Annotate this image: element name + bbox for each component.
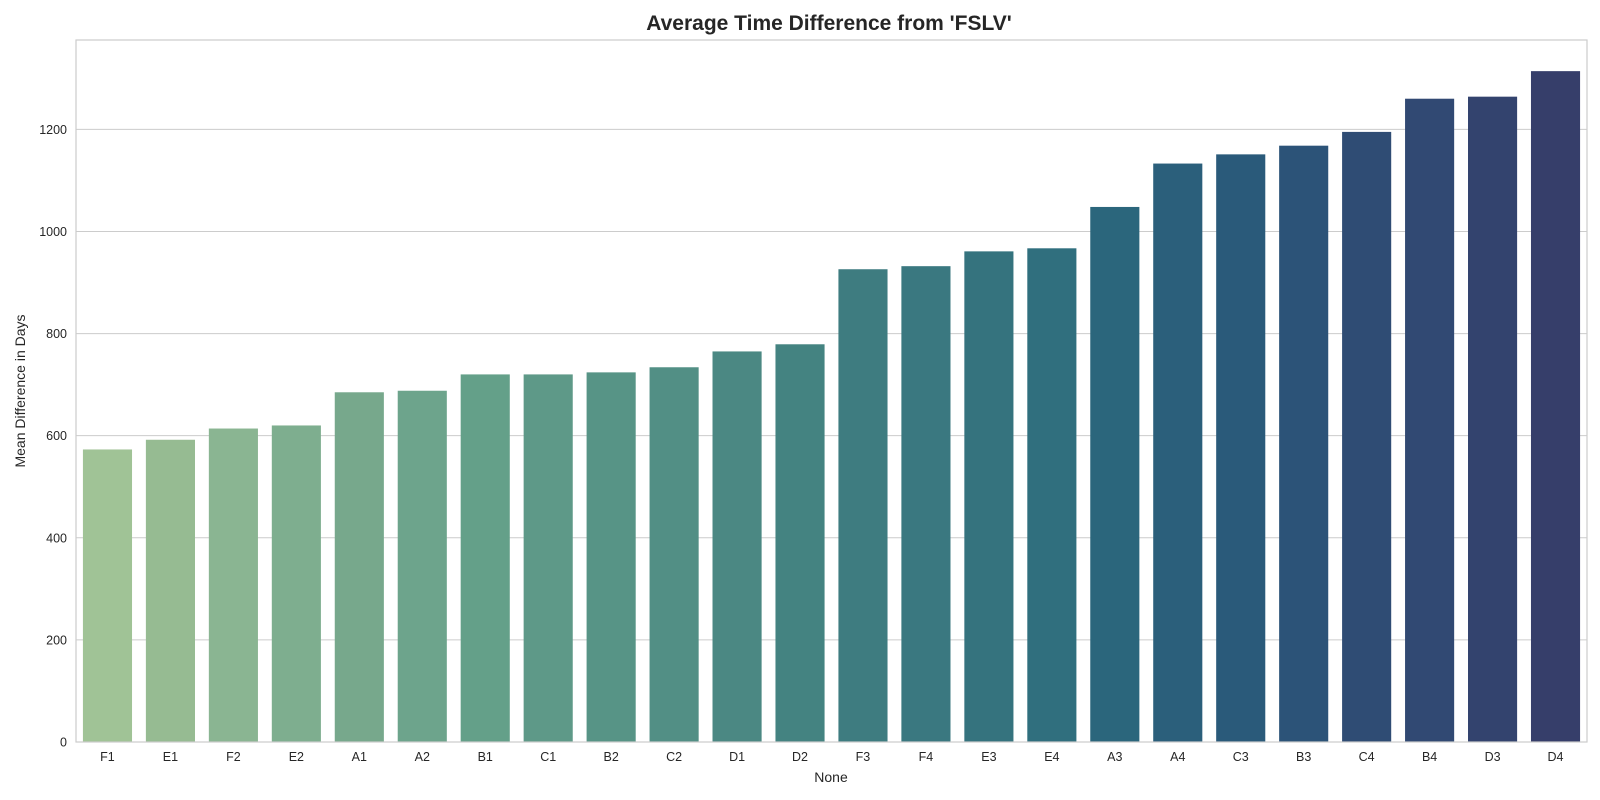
bar-e4 xyxy=(1027,248,1077,742)
y-tick-label: 400 xyxy=(46,531,67,545)
bar-c1 xyxy=(523,374,573,742)
bar-f4 xyxy=(901,266,951,742)
x-tick-label: B2 xyxy=(603,750,618,764)
bar-f1 xyxy=(82,449,133,742)
bar-e2 xyxy=(271,425,321,742)
x-tick-label: C3 xyxy=(1233,750,1249,764)
bar-c3 xyxy=(1216,154,1266,742)
bar-b4 xyxy=(1405,98,1455,743)
x-tick-label: D3 xyxy=(1485,750,1501,764)
bar-a3 xyxy=(1090,206,1140,742)
x-tick-label: D2 xyxy=(792,750,808,764)
x-tick-label: A1 xyxy=(352,750,367,764)
y-tick-label: 1000 xyxy=(39,225,67,239)
y-axis-ticks: 0 200 400 600 800 1000 1200 xyxy=(39,123,67,750)
x-tick-label: A3 xyxy=(1107,750,1122,764)
bar-d3 xyxy=(1468,96,1518,743)
bar-a2 xyxy=(397,390,447,742)
x-tick-label: F4 xyxy=(919,750,934,764)
bar-d2 xyxy=(775,344,825,742)
bar-f2 xyxy=(208,428,258,742)
bar-c2 xyxy=(649,367,699,742)
gridlines xyxy=(76,128,1587,641)
x-tick-label: F2 xyxy=(226,750,241,764)
bar-d1 xyxy=(712,351,762,742)
x-tick-label: E2 xyxy=(289,750,304,764)
x-tick-label: F1 xyxy=(100,750,115,764)
x-tick-label: B4 xyxy=(1422,750,1437,764)
plot-frame xyxy=(75,39,1588,743)
bar-c4 xyxy=(1342,131,1392,742)
y-tick-label: 600 xyxy=(46,429,67,443)
x-tick-label: C4 xyxy=(1359,750,1375,764)
bar-b3 xyxy=(1279,145,1329,742)
x-tick-label: B3 xyxy=(1296,750,1311,764)
bar-a4 xyxy=(1153,163,1203,742)
x-tick-label: B1 xyxy=(478,750,493,764)
y-tick-label: 800 xyxy=(46,327,67,341)
x-tick-label: C1 xyxy=(540,750,556,764)
chart-title: Average Time Difference from 'FSLV' xyxy=(646,12,1012,35)
bar-b1 xyxy=(460,374,510,742)
x-tick-label: E4 xyxy=(1044,750,1059,764)
x-axis-label: None xyxy=(814,769,848,785)
x-axis-ticks: F1 E1 F2 E2 A1 A2 B1 C1 B2 C2 D1 D2 F3 F4 E3 E4 A3 A4 C3 B3… xyxy=(100,750,1563,764)
bar-d4 xyxy=(1530,71,1581,743)
x-tick-label: D1 xyxy=(729,750,745,764)
x-tick-label: C2 xyxy=(666,750,682,764)
x-tick-label: A2 xyxy=(415,750,430,764)
x-tick-label: A4 xyxy=(1170,750,1185,764)
x-tick-label: D4 xyxy=(1548,750,1564,764)
y-tick-label: 1200 xyxy=(39,123,67,137)
y-tick-label: 0 xyxy=(60,736,67,750)
bar-a1 xyxy=(334,392,384,742)
bar-b2 xyxy=(586,372,636,742)
bar-f3 xyxy=(838,269,888,742)
y-axis-label: Mean Difference in Days xyxy=(12,314,28,467)
x-tick-label: E1 xyxy=(163,750,178,764)
bars xyxy=(82,71,1581,743)
bar-e1 xyxy=(145,439,195,742)
y-tick-label: 200 xyxy=(46,633,67,647)
x-tick-label: F3 xyxy=(856,750,871,764)
bar-e3 xyxy=(964,251,1014,742)
x-tick-label: E3 xyxy=(981,750,996,764)
